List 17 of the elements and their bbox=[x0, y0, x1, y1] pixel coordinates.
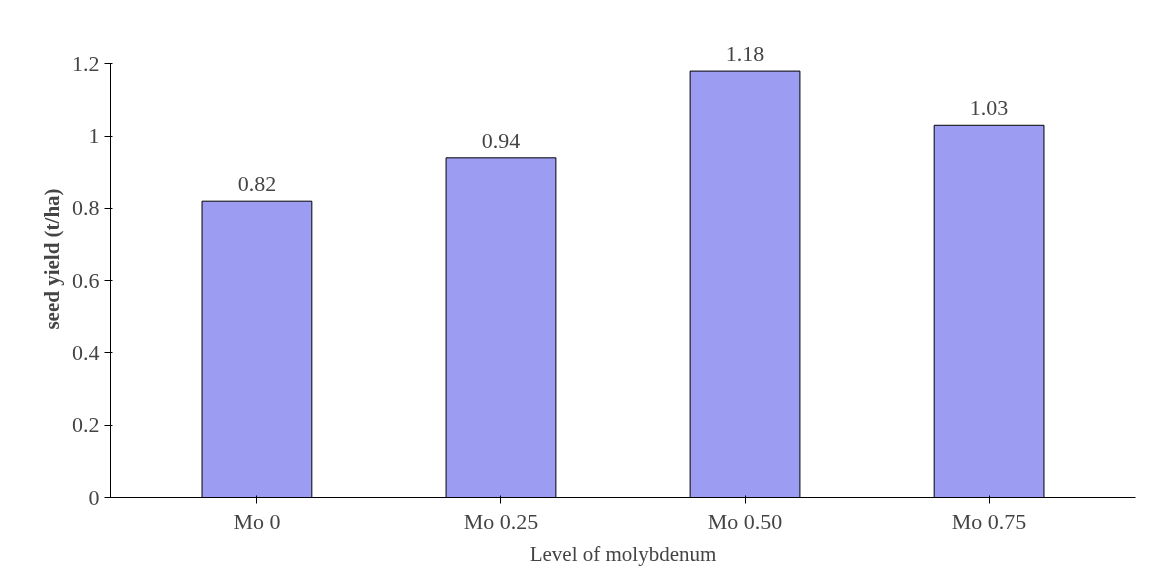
data-label: 0.82 bbox=[237, 171, 277, 197]
data-label: 1.18 bbox=[725, 41, 765, 67]
data-label: 0.94 bbox=[481, 127, 521, 153]
y-tick-label: 1.2 bbox=[72, 50, 100, 76]
y-tick-label: 0.8 bbox=[72, 195, 100, 221]
y-tick-label: 0.2 bbox=[72, 412, 100, 438]
x-tick-label: Mo 0 bbox=[233, 508, 281, 534]
y-tick-label: 1 bbox=[88, 123, 100, 149]
y-axis-title: seed yield (t/ha) bbox=[40, 188, 64, 330]
y-tick-label: 0.6 bbox=[72, 267, 100, 293]
x-tick-label: Mo 0.50 bbox=[707, 508, 783, 534]
data-label: 1.03 bbox=[969, 95, 1009, 121]
x-tick-label: Mo 0.75 bbox=[951, 508, 1027, 534]
x-axis-title: Level of molybdenum bbox=[529, 541, 717, 566]
y-tick-label: 0 bbox=[88, 484, 100, 510]
y-tick-label: 0.4 bbox=[72, 339, 100, 365]
x-tick-label: Mo 0.25 bbox=[463, 508, 539, 534]
